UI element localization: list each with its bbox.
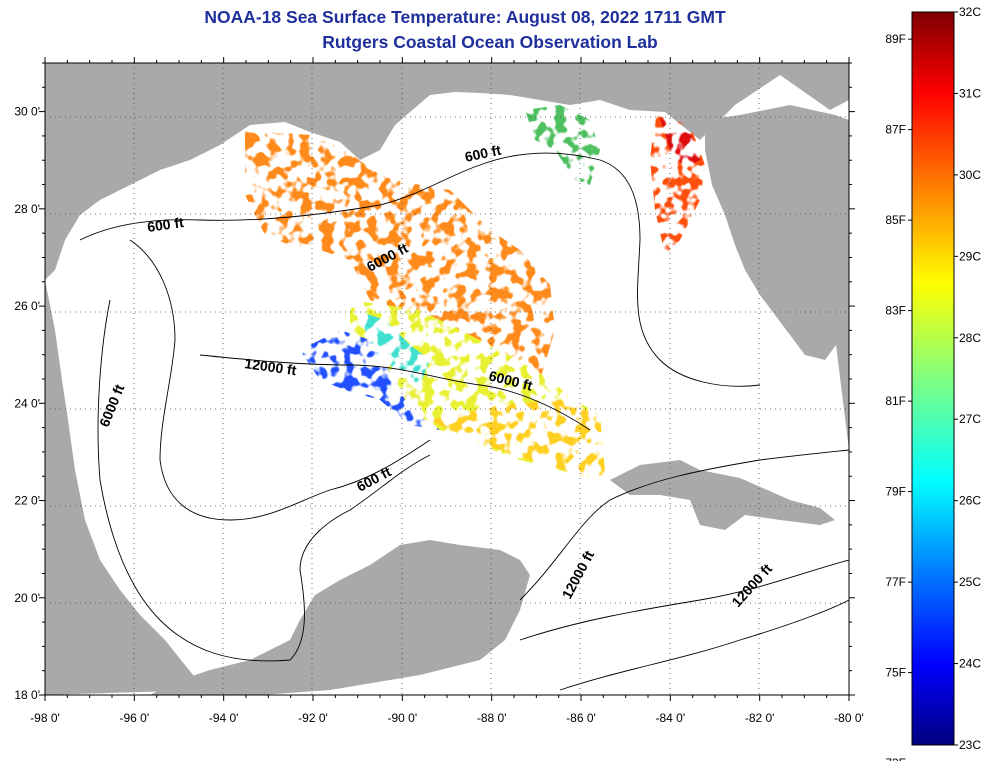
lat-label: 20 0' [14, 591, 40, 605]
lon-label: -92 0' [298, 711, 328, 725]
map-content: 600 ft 600 ft 600 ft 6000 ft 6000 ft 600… [45, 63, 849, 695]
lat-label: 28 0' [14, 202, 40, 216]
contour-caribbean [559, 599, 849, 691]
land-mexico-west [45, 280, 205, 695]
colorbar-fahrenheit-label: 83F [885, 304, 906, 318]
graticule [45, 63, 849, 695]
lon-label: -96 0' [120, 711, 150, 725]
colorbar-fahrenheit-label: 85F [885, 213, 906, 227]
latitude-labels: 30 0' 28 0' 26 0' 24 0' 22 0' 20 0' 18 0' [14, 105, 40, 702]
contour-label: 600 ft [463, 142, 502, 165]
land-mexico-south [150, 540, 530, 695]
bathymetry-contours [79, 152, 849, 691]
lon-label: -80 0' [834, 711, 864, 725]
colorbar-fahrenheit-label: 79F [885, 485, 906, 499]
colorbar-fahrenheit-label: 73F [885, 756, 906, 761]
lon-label: -82 0' [745, 711, 775, 725]
sst-patch-south-strip [430, 400, 605, 478]
colorbar-celsius-label: 31C [959, 86, 981, 100]
sst-data [245, 105, 705, 478]
lon-label: -84 0' [656, 711, 686, 725]
lat-label: 24 0' [14, 396, 40, 410]
contour-label: 12000 ft [244, 355, 298, 378]
land-florida [705, 105, 849, 450]
colorbar: 89F 87F 85F 83F 81F 79F 77F 75F 73F 32C 31C 30C 29C… [885, 5, 981, 761]
sst-patch-cyan [355, 310, 430, 385]
colorbar-celsius-label: 23C [959, 738, 981, 752]
longitude-labels: -98 0' -96 0' -94 0' -92 0' -90 0' -88 0' -86 … [30, 711, 864, 725]
lat-label: 30 0' [14, 105, 40, 119]
colorbar-celsius-label: 26C [959, 494, 981, 508]
colorbar-fahrenheit-label: 77F [885, 575, 906, 589]
axis-ticks [39, 57, 855, 701]
colorbar-fahrenheit-label: 81F [885, 394, 906, 408]
contour-12000ft-south [519, 449, 849, 601]
colorbar-celsius-label: 27C [959, 412, 981, 426]
colorbar-gradient [911, 11, 955, 746]
lon-label: -86 0' [566, 711, 596, 725]
contour-6000ft [129, 239, 431, 521]
contour-label: 600 ft [146, 214, 185, 235]
colorbar-celsius-label: 29C [959, 249, 981, 263]
lon-label: -94 0' [209, 711, 239, 725]
lon-label: -88 0' [477, 711, 507, 725]
sst-patch-panhandle [525, 105, 600, 185]
colorbar-celsius-label: 24C [959, 657, 981, 671]
contour-600ft-north [79, 152, 761, 387]
colorbar-celsius-label: 25C [959, 575, 981, 589]
colorbar-celsius-label: 28C [959, 331, 981, 345]
colorbar-fahrenheit-labels: 89F 87F 85F 83F 81F 79F 77F 75F 73F [885, 32, 912, 761]
sst-patch-north [245, 130, 555, 380]
colorbar-fahrenheit-label: 87F [885, 123, 906, 137]
colorbar-celsius-labels: 32C 31C 30C 29C 28C 27C 26C 25C 24C 23C [954, 5, 981, 752]
contour-12000ft-basin [519, 559, 849, 641]
land-cuba [610, 460, 835, 530]
colorbar-celsius-label: 30C [959, 168, 981, 182]
lon-label: -90 0' [388, 711, 418, 725]
contour-6000ft-inner [199, 354, 591, 431]
colorbar-celsius-label: 32C [959, 5, 981, 19]
sst-patch-ne-hot [660, 118, 700, 168]
lat-label: 26 0' [14, 299, 40, 313]
lon-label: -98 0' [30, 711, 60, 725]
colorbar-fahrenheit-label: 75F [885, 666, 906, 680]
sst-patch-cool [300, 330, 440, 430]
contour-600ft-west [97, 299, 431, 662]
lat-label: 22 0' [14, 494, 40, 508]
lat-label: 18 0' [14, 688, 40, 702]
colorbar-fahrenheit-label: 89F [885, 32, 906, 46]
